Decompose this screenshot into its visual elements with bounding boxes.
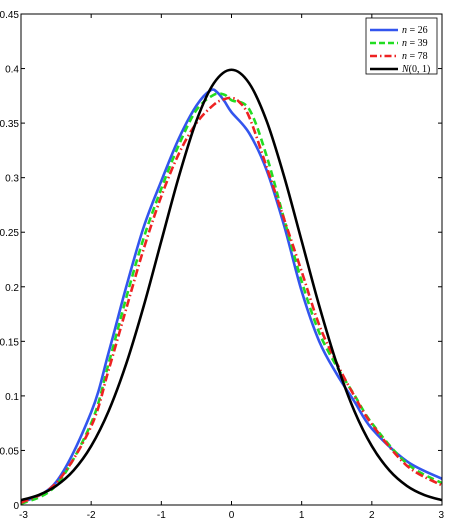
x-tick-label: 3 — [438, 510, 444, 521]
tick-layer: -3 -2 -1 0 1 2 3 0 0.05 0.1 0.15 0.2 0.25 0.3 0.35 0.4 0… — [0, 10, 444, 521]
y-tick-label: 0.2 — [5, 283, 19, 294]
y-tick-label: 0.15 — [0, 337, 19, 348]
legend-box — [365, 17, 438, 75]
y-tick-label: 0.3 — [5, 174, 19, 185]
x-tick-label: -3 — [19, 510, 28, 521]
legend-label-normal: N(0, 1) — [401, 64, 430, 75]
y-tick-label: 0.35 — [0, 119, 19, 130]
x-tick-label: 1 — [299, 510, 305, 521]
series-layer — [20, 68, 443, 506]
series-n26 — [20, 88, 443, 504]
legend: n = 26 n = 39 n = 78 N(0, 1) — [365, 17, 438, 75]
y-tick-label: 0.45 — [0, 10, 19, 21]
legend-label-n26: n = 26 — [402, 25, 428, 36]
y-tick-label: 0.05 — [0, 446, 19, 457]
legend-label-n39: n = 39 — [402, 38, 428, 49]
legend-label-n78: n = 78 — [402, 51, 428, 62]
y-tick-label: 0 — [13, 501, 19, 512]
x-tick-label: -2 — [87, 510, 96, 521]
series-normal — [20, 68, 443, 502]
x-tick-label: 0 — [229, 510, 235, 521]
series-n78 — [20, 96, 443, 504]
x-tick-label: -1 — [157, 510, 166, 521]
y-tick-label: 0.4 — [5, 65, 19, 76]
x-tick-label: 2 — [369, 510, 375, 521]
y-tick-label: 0.1 — [5, 392, 19, 403]
y-tick-label: 0.25 — [0, 228, 19, 239]
